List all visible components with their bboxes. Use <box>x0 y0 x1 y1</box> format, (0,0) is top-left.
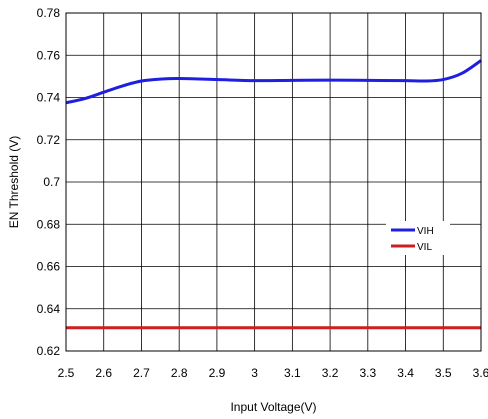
legend-label-vil: VIL <box>417 242 432 253</box>
series-layer <box>65 59 482 330</box>
x-tick-label: 3 <box>251 366 258 380</box>
y-tick-label: 0.7 <box>43 175 60 189</box>
x-tick-label: 2.9 <box>209 366 226 380</box>
legend-label-vih: VIH <box>417 226 434 237</box>
y-tick-label: 0.68 <box>37 217 61 231</box>
legend-background <box>386 221 450 255</box>
x-tick-label: 3.5 <box>435 366 452 380</box>
legend: VIH VIL <box>386 221 450 255</box>
x-axis-label: Input Voltage(V) <box>230 400 316 414</box>
x-tick-label: 3.6 <box>473 366 488 380</box>
y-tick-label: 0.76 <box>37 48 61 62</box>
x-tick-label: 3.2 <box>322 366 339 380</box>
x-tick-label: 3.4 <box>397 366 414 380</box>
y-tick-label: 0.64 <box>37 302 61 316</box>
x-tick-label: 3.1 <box>284 366 301 380</box>
y-tick-label: 0.78 <box>37 6 61 20</box>
x-tick-label: 2.6 <box>95 366 112 380</box>
y-tick-label: 0.74 <box>37 91 61 105</box>
tick-label-layer: 2.5 2.6 2.7 2.8 2.9 3 3.1 3.2 3.3 3.4 3.5 3.6 0.78 0.… <box>37 6 488 380</box>
y-axis-label: EN Threshold (V) <box>7 136 21 228</box>
y-tick-label: 0.62 <box>37 344 61 358</box>
x-tick-label: 3.3 <box>359 366 376 380</box>
series-line-vih <box>65 59 482 105</box>
plot-frame <box>65 12 482 352</box>
x-tick-label: 2.8 <box>171 366 188 380</box>
y-tick-label: 0.72 <box>37 133 61 147</box>
x-tick-label: 2.5 <box>58 366 75 380</box>
y-tick-label: 0.66 <box>37 260 61 274</box>
x-tick-label: 2.7 <box>133 366 150 380</box>
